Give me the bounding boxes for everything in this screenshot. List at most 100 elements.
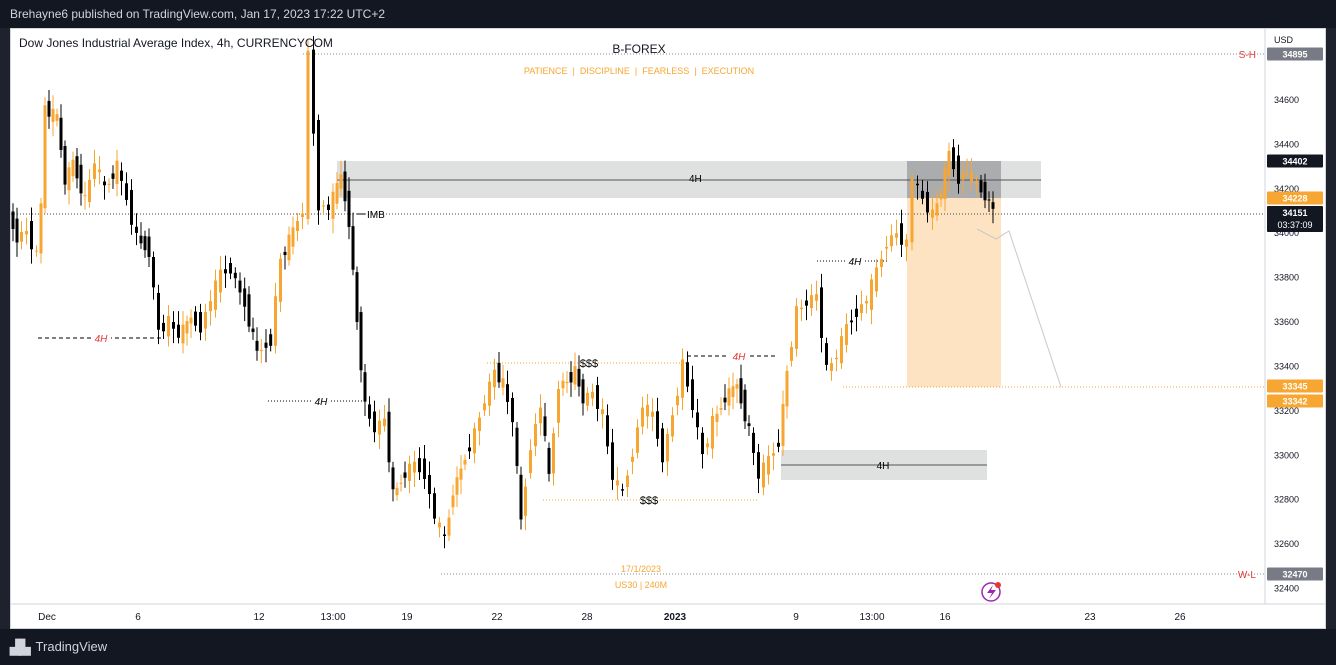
- price-badges: 34895 34402 34228 34151 03:37:09 33345 33342 32…: [1267, 47, 1323, 581]
- candle-body: [561, 380, 565, 389]
- candle-body: [152, 257, 155, 288]
- candle-body: [511, 397, 514, 423]
- candle-body: [825, 343, 828, 365]
- candle-body: [125, 183, 128, 200]
- candle-body: [656, 411, 659, 439]
- tradingview-logo-icon: ▟▙: [10, 639, 31, 655]
- candle-body: [147, 236, 151, 258]
- date-note: 17/1/2023: [621, 564, 661, 574]
- candle-body: [711, 415, 714, 449]
- candle-body: [626, 475, 629, 488]
- candle-body: [251, 328, 255, 333]
- candle-body: [157, 292, 160, 330]
- candle-body: [840, 336, 843, 364]
- time-tick-label: 12: [253, 612, 265, 623]
- candle-body: [351, 226, 355, 270]
- candle-body: [743, 389, 747, 422]
- candle-body: [621, 489, 624, 491]
- label-bg: [91, 331, 111, 344]
- label-bg: [311, 394, 331, 407]
- candle-body: [189, 317, 193, 324]
- candle-body: [255, 340, 259, 351]
- candle-body: [312, 49, 315, 134]
- candle-body: [301, 213, 304, 218]
- publish-header: Brehayne6 published on TradingView.com, …: [0, 0, 1336, 28]
- price-tick-label: 33200: [1274, 406, 1299, 416]
- zones-layer: [337, 161, 1041, 480]
- candle-body: [130, 189, 133, 225]
- candle-body: [501, 378, 505, 388]
- candle-body: [900, 223, 903, 245]
- weak-low-marker: W-L: [1238, 570, 1257, 581]
- price-badge-value: 33342: [1282, 397, 1307, 407]
- candle-body: [943, 167, 947, 200]
- candle-body: [43, 105, 47, 209]
- candle-body: [970, 171, 973, 182]
- chart-frame[interactable]: Dow Jones Industrial Average Index, 4h, …: [10, 28, 1326, 629]
- time-tick-label: Dec: [38, 612, 56, 623]
- footer-bar: ▟▙ TradingView: [0, 629, 1336, 665]
- price-axis: 3480034600344003420034000338003360033400…: [1274, 51, 1299, 594]
- candle-body: [287, 234, 291, 261]
- candle-body: [15, 218, 19, 243]
- candle-body: [772, 453, 775, 456]
- candles-layer: [11, 36, 995, 549]
- candle-body: [224, 269, 227, 274]
- candle-body: [296, 221, 299, 232]
- candle-body: [181, 324, 185, 344]
- candle-body: [691, 379, 694, 411]
- zone-label-upper: 4H: [689, 174, 702, 185]
- candle-body: [209, 301, 212, 312]
- candle-body: [115, 160, 119, 185]
- candle-body: [83, 195, 87, 197]
- candle-body: [947, 150, 951, 177]
- price-tick-label: 34400: [1274, 139, 1299, 149]
- candle-body: [905, 239, 908, 247]
- candle-body: [335, 183, 339, 204]
- candle-body: [539, 407, 542, 424]
- candle-body: [606, 415, 609, 447]
- candle-body: [524, 486, 527, 516]
- candle-body: [75, 156, 79, 179]
- marked-level-label: 4H: [315, 397, 329, 408]
- candle-body: [781, 404, 785, 446]
- candle-body: [815, 294, 818, 301]
- candle-body: [757, 452, 760, 479]
- candle-body: [327, 204, 330, 211]
- candlestick-chart[interactable]: Dow Jones Industrial Average Index, 4h, …: [11, 29, 1325, 628]
- alert-icon[interactable]: [981, 582, 1001, 602]
- candle-body: [283, 251, 287, 256]
- time-tick-label: 2023: [664, 612, 687, 623]
- tradingview-logo[interactable]: ▟▙ TradingView: [10, 629, 107, 665]
- candle-body: [661, 428, 664, 463]
- candle-body: [447, 517, 451, 536]
- candle-body: [926, 191, 929, 213]
- candle-body: [478, 417, 481, 432]
- candle-body: [443, 534, 446, 537]
- candle-body: [935, 203, 939, 216]
- candle-body: [565, 381, 569, 384]
- candle-body: [880, 258, 883, 267]
- candle-body: [586, 392, 589, 406]
- candle-body: [120, 170, 123, 181]
- price-badge: [1267, 394, 1323, 408]
- brand-name: TradingView: [35, 639, 108, 654]
- candle-body: [98, 169, 101, 173]
- candle-body: [952, 147, 955, 170]
- price-tick-label: 33000: [1274, 450, 1299, 460]
- candle-body: [11, 211, 15, 229]
- label-bg: [845, 254, 865, 267]
- candle-body: [55, 114, 59, 121]
- candle-body: [291, 227, 295, 247]
- candle-body: [35, 250, 38, 252]
- candle-body: [573, 366, 577, 385]
- price-badge-value: 33345: [1282, 382, 1307, 392]
- candle-body: [214, 280, 217, 310]
- price-tick-label: 34600: [1274, 95, 1299, 105]
- candle-body: [428, 475, 431, 495]
- candle-body: [408, 463, 411, 482]
- candle-body: [577, 368, 581, 387]
- price-badge-value: 34895: [1282, 50, 1307, 60]
- candle-body: [167, 316, 170, 337]
- candle-body: [557, 389, 560, 423]
